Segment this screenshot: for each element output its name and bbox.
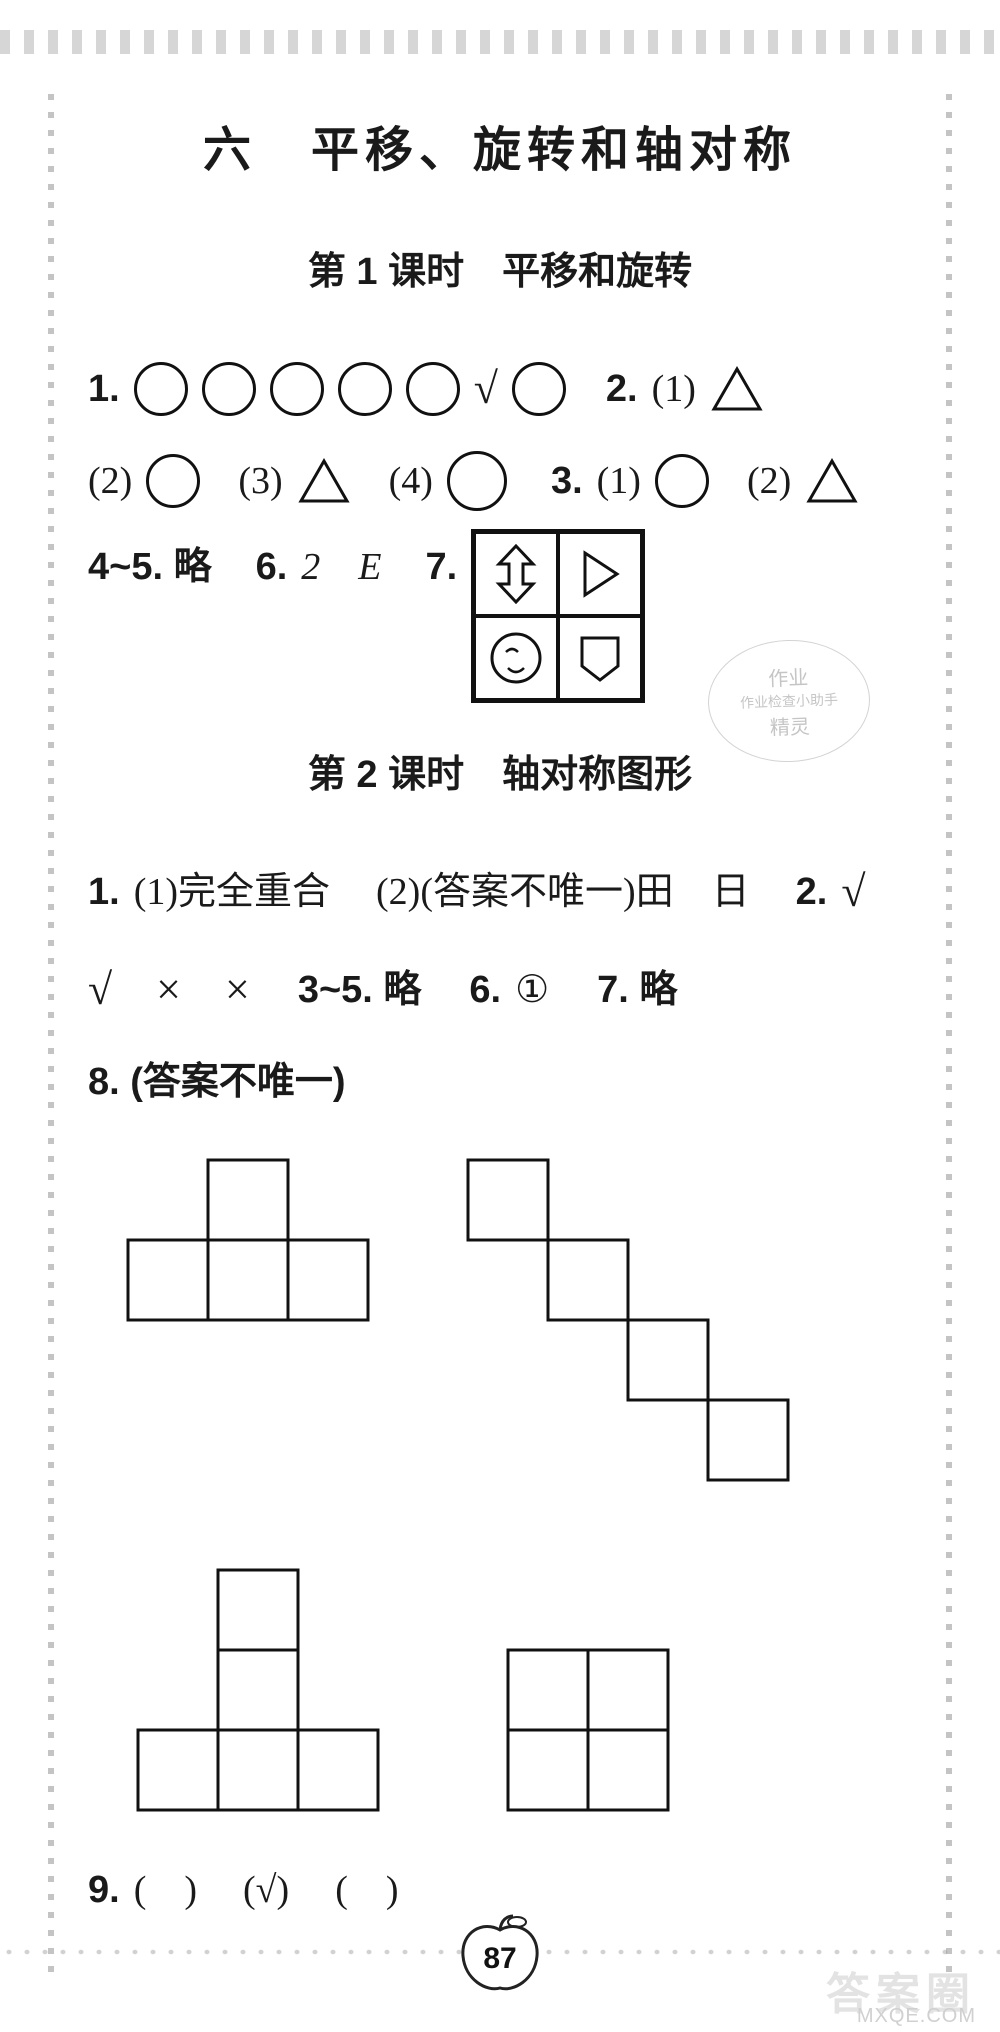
- l2-q1-1: (1)完全重合: [134, 854, 330, 930]
- q1-label: 1.: [88, 351, 120, 427]
- grid-cell-arrow: [474, 532, 558, 616]
- q2-1-label: (1): [652, 351, 696, 427]
- lesson1-title: 第 1 课时 平移和旋转: [88, 240, 912, 295]
- q7-label: 7.: [426, 529, 458, 605]
- grid-cell-play: [558, 532, 642, 616]
- grid-cell-face: [474, 616, 558, 700]
- q3-label: 3.: [551, 443, 583, 519]
- l2-q7-label: 7. 略: [597, 952, 677, 1028]
- circle-icon: [655, 454, 709, 508]
- q2-2-label: (2): [88, 443, 132, 519]
- tall-t-figure: [128, 1560, 388, 1830]
- q3-2-label: (2): [747, 443, 791, 519]
- q6-val: 2 E: [301, 529, 381, 605]
- l1-row1: 1. √ 2. (1): [88, 345, 912, 433]
- l2-row3: 8. (答案不唯一): [88, 1044, 912, 1120]
- l2-q1-2: (2)(答案不唯一)田 日: [376, 854, 750, 930]
- paren-empty: ( ): [335, 1852, 398, 1928]
- circle-icon: [270, 362, 324, 416]
- l2-q8-label: 8. (答案不唯一): [88, 1044, 346, 1120]
- circle-icon: [146, 454, 200, 508]
- l2-q1-label: 1.: [88, 854, 120, 930]
- page-number: 87: [483, 1942, 516, 1975]
- paren-check: (√): [243, 1852, 289, 1928]
- triangle-icon: [297, 457, 351, 505]
- big-circle-icon: [447, 451, 507, 511]
- chapter-title: 六 平移、旋转和轴对称: [88, 110, 912, 180]
- l2-row1: 1. (1)完全重合 (2)(答案不唯一)田 日 2. √: [88, 848, 912, 936]
- q7-grid: [471, 529, 645, 703]
- stamp-line1: 作业: [768, 661, 809, 691]
- paren-empty: ( ): [134, 1852, 197, 1928]
- l2-q6-val: ①: [515, 952, 549, 1028]
- circle-icon: [202, 362, 256, 416]
- watermark-url: MXQE.COM: [857, 2005, 976, 2028]
- q2-4-label: (4): [389, 443, 433, 519]
- figure-row-1: [118, 1150, 912, 1510]
- right-dash-border: [946, 90, 952, 1972]
- stamp-line2: 作业检查小助手: [740, 689, 839, 712]
- l2-q35-label: 3~5. 略: [298, 952, 422, 1028]
- square2x2-figure: [498, 1640, 688, 1830]
- top-dash-border: [0, 30, 1000, 54]
- q2-label: 2.: [606, 351, 638, 427]
- triangle-icon: [710, 365, 764, 413]
- l2-row2: √ × × 3~5. 略 6. ① 7. 略: [88, 946, 912, 1034]
- circle-icon: [338, 362, 392, 416]
- figure-row-2: [128, 1560, 912, 1830]
- circle-icon: [406, 362, 460, 416]
- l2-q6-label: 6.: [469, 952, 501, 1028]
- check-icon: √: [841, 848, 865, 936]
- q6-label: 6.: [256, 529, 288, 605]
- q45-label: 4~5. 略: [88, 529, 212, 605]
- triangle-icon: [805, 457, 859, 505]
- left-dash-border: [48, 90, 54, 1972]
- grid-cell-pentagon: [558, 616, 642, 700]
- page-number-badge: 87: [455, 1910, 545, 1996]
- q2-3-label: (3): [238, 443, 282, 519]
- circle-icon: [512, 362, 566, 416]
- l2-q2-label: 2.: [796, 854, 828, 930]
- l2-q9-label: 9.: [88, 1852, 120, 1928]
- page: 六 平移、旋转和轴对称 第 1 课时 平移和旋转 1. √ 2. (1) (2)…: [0, 0, 1000, 2032]
- cross-icon: ×: [225, 946, 250, 1034]
- stamp-line3: 精灵: [769, 710, 810, 740]
- check-icon: √: [474, 345, 498, 433]
- content-area: 六 平移、旋转和轴对称 第 1 课时 平移和旋转 1. √ 2. (1) (2)…: [88, 100, 912, 1962]
- circle-icon: [134, 362, 188, 416]
- cross-icon: ×: [156, 946, 181, 1034]
- stair-figure: [458, 1150, 838, 1510]
- t-shape-figure: [118, 1150, 378, 1340]
- check-icon: √: [88, 946, 112, 1034]
- l1-row2: (2) (3) (4) 3. (1) (2): [88, 443, 912, 519]
- q3-1-label: (1): [597, 443, 641, 519]
